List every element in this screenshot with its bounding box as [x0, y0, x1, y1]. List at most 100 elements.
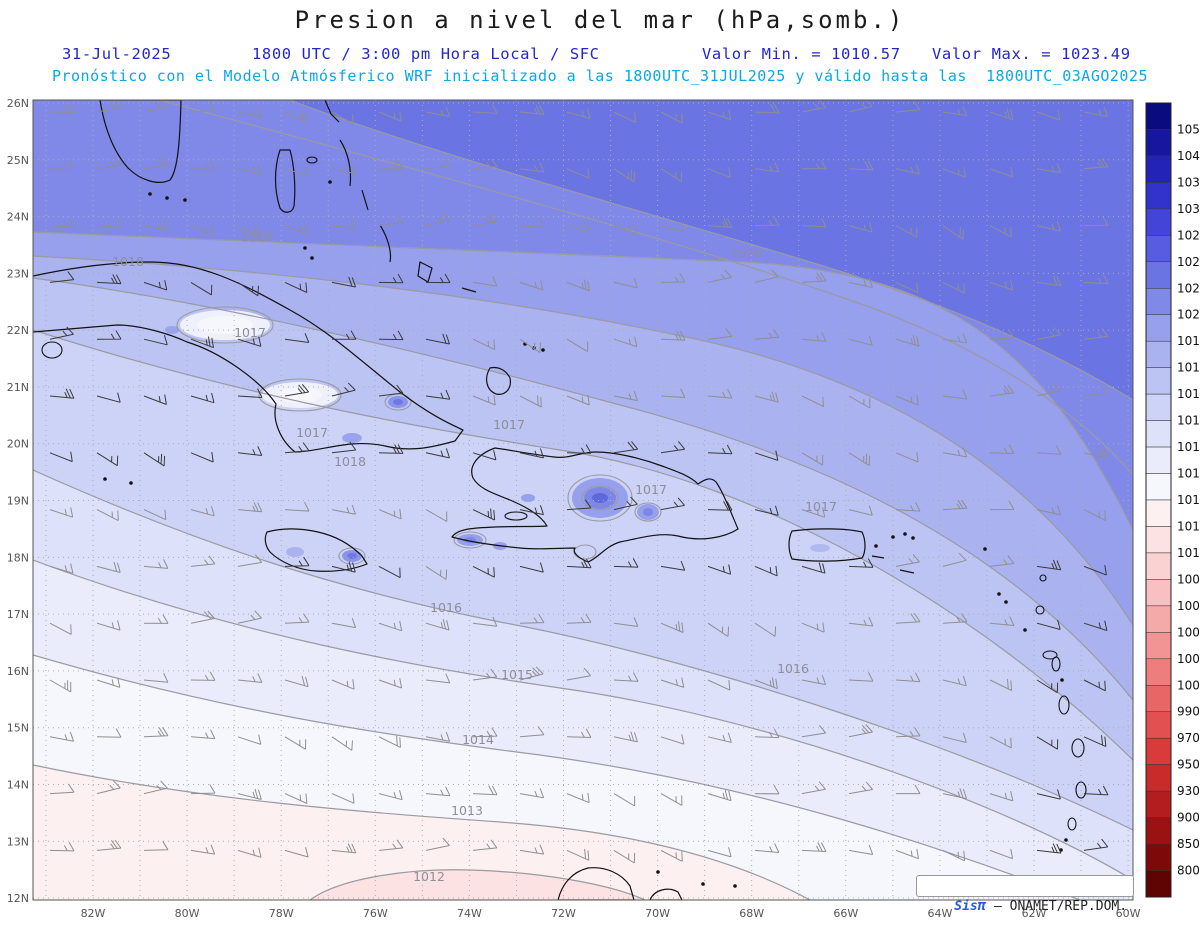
colorbar-segment [1145, 393, 1172, 421]
colorbar-segment [1145, 261, 1172, 289]
colorbar-segment [1145, 208, 1172, 236]
forecast-line: Pronóstico con el Modelo Atmósferico WRF… [51, 67, 1149, 85]
colorbar-label: 1000 [1177, 678, 1200, 692]
colorbar-label: 800 [1177, 864, 1200, 878]
colorbar-segment [1145, 155, 1172, 183]
lat-axis-label: 21N [7, 381, 29, 394]
contour-label: 1017 [493, 417, 525, 432]
colorbar-label: 990 [1177, 705, 1200, 719]
map-frame [32, 99, 1134, 901]
colorbar-label: 1017 [1177, 387, 1200, 401]
contour-label: 1019 [240, 229, 272, 244]
colorbar-segment [1145, 658, 1172, 686]
colorbar-segment [1145, 446, 1172, 474]
lon-axis-label: 68W [739, 907, 764, 920]
lat-axis-label: 16N [7, 665, 29, 678]
lon-axis-label: 60W [1116, 907, 1141, 920]
colorbar-label: 1030 [1177, 202, 1200, 216]
colorbar-label: 1004 [1177, 625, 1200, 639]
colorbar-label: 1005 [1177, 599, 1200, 613]
colorbar-segment [1145, 685, 1172, 712]
colorbar-label: 1019 [1177, 334, 1200, 348]
colorbar-label: 1022 [1177, 281, 1200, 295]
pressure-shading [33, 100, 1133, 900]
lat-axis-label: 26N [7, 97, 29, 110]
colorbar-segment [1145, 314, 1172, 342]
colorbar-label: 970 [1177, 731, 1200, 745]
contour-label: 1013 [451, 803, 483, 818]
colorbar-label: 1015 [1177, 440, 1200, 454]
graticule [33, 100, 1133, 900]
contour-label: 1017 [296, 425, 328, 440]
lat-axis-label: 19N [7, 495, 29, 508]
lat-axis-label: 17N [7, 608, 29, 621]
colorbar-segment [1145, 129, 1172, 157]
colorbar-segment [1145, 340, 1172, 368]
colorbar-segment [1145, 473, 1172, 501]
colorbar: 1050 1040 1035 1030 1028 1025 1022 1020 1019 1018… [1145, 102, 1200, 898]
lon-axis-label: 80W [175, 907, 200, 920]
colorbar-label: 1025 [1177, 255, 1200, 269]
contour-label: 1017 [234, 325, 266, 340]
watermark-brand: Sis [954, 899, 978, 914]
lon-axis-label: 82W [81, 907, 106, 920]
colorbar-label: 1050 [1177, 122, 1200, 136]
lon-axis-label: 62W [1022, 907, 1047, 920]
lat-axis-label: 18N [7, 551, 29, 564]
lat-axis-label: 12N [7, 892, 29, 905]
run-time: 1800 UTC / 3:00 pm Hora Local / SFC [252, 45, 600, 63]
colorbar-label: 1035 [1177, 175, 1200, 189]
colorbar-segment [1145, 367, 1172, 395]
contour-label: 1018 [334, 454, 366, 469]
colorbar-label: 1040 [1177, 149, 1200, 163]
contour-label: 1016 [777, 661, 809, 676]
lon-axis-label: 74W [457, 907, 482, 920]
lon-axis-label: 64W [927, 907, 952, 920]
colorbar-label: 950 [1177, 758, 1200, 772]
colorbar-label: 1018 [1177, 361, 1200, 375]
colorbar-label: 850 [1177, 837, 1200, 851]
colorbar-segment [1145, 711, 1172, 739]
contour-label: 1018 [112, 254, 144, 269]
lat-axis-label: 22N [7, 324, 29, 337]
contour-label: 1016 [430, 600, 462, 615]
colorbar-segment [1145, 526, 1172, 554]
contour-label: 1012 [413, 869, 445, 884]
colorbar-label: 1016 [1177, 414, 1200, 428]
lat-axis-label: 15N [7, 722, 29, 735]
lon-axis-label: 72W [551, 907, 576, 920]
axis-labels: 26N 25N 24N 23N 22N 21N 20N 19N 18N 17N 16N 15N 14N 1… [7, 97, 1141, 920]
colorbar-label: 900 [1177, 811, 1200, 825]
contour-label: 1014 [462, 732, 494, 747]
colorbar-segment [1145, 632, 1172, 660]
colorbar-label: 1013 [1177, 493, 1200, 507]
colorbar-segment [1145, 182, 1172, 210]
colorbar-label: 930 [1177, 784, 1200, 798]
colorbar-segment [1145, 843, 1172, 871]
colorbar-label: 1012 [1177, 519, 1200, 533]
watermark: Sisπ – ONAMET/REP.DOM. [916, 875, 1134, 914]
run-date: 31-Jul-2025 [62, 45, 172, 63]
colorbar-label: 1020 [1177, 308, 1200, 322]
contour-label: 1020 [730, 246, 762, 261]
lat-axis-label: 20N [7, 438, 29, 451]
lon-axis-label: 70W [645, 907, 670, 920]
local-pressure-anomalies [165, 310, 830, 562]
lon-axis-label: 76W [363, 907, 388, 920]
lat-axis-label: 14N [7, 778, 29, 791]
colorbar-label: 1028 [1177, 228, 1200, 242]
colorbar-segment [1145, 579, 1172, 607]
contour-label: 1017 [635, 482, 667, 497]
lat-axis-label: 24N [7, 211, 29, 224]
watermark-org: – ONAMET/REP.DOM. [986, 899, 1128, 914]
wind-barbs [49, 100, 1109, 864]
colorbar-segment [1145, 235, 1172, 263]
colorbar-segment [1145, 764, 1172, 792]
contour-labels: 1019 1018 1020 1017 1017 1018 1017 1017 1017 1016… [112, 229, 837, 884]
lat-axis-label: 13N [7, 835, 29, 848]
colorbar-segment [1145, 817, 1172, 845]
colorbar-segment [1145, 605, 1172, 633]
coastlines [33, 100, 1087, 900]
